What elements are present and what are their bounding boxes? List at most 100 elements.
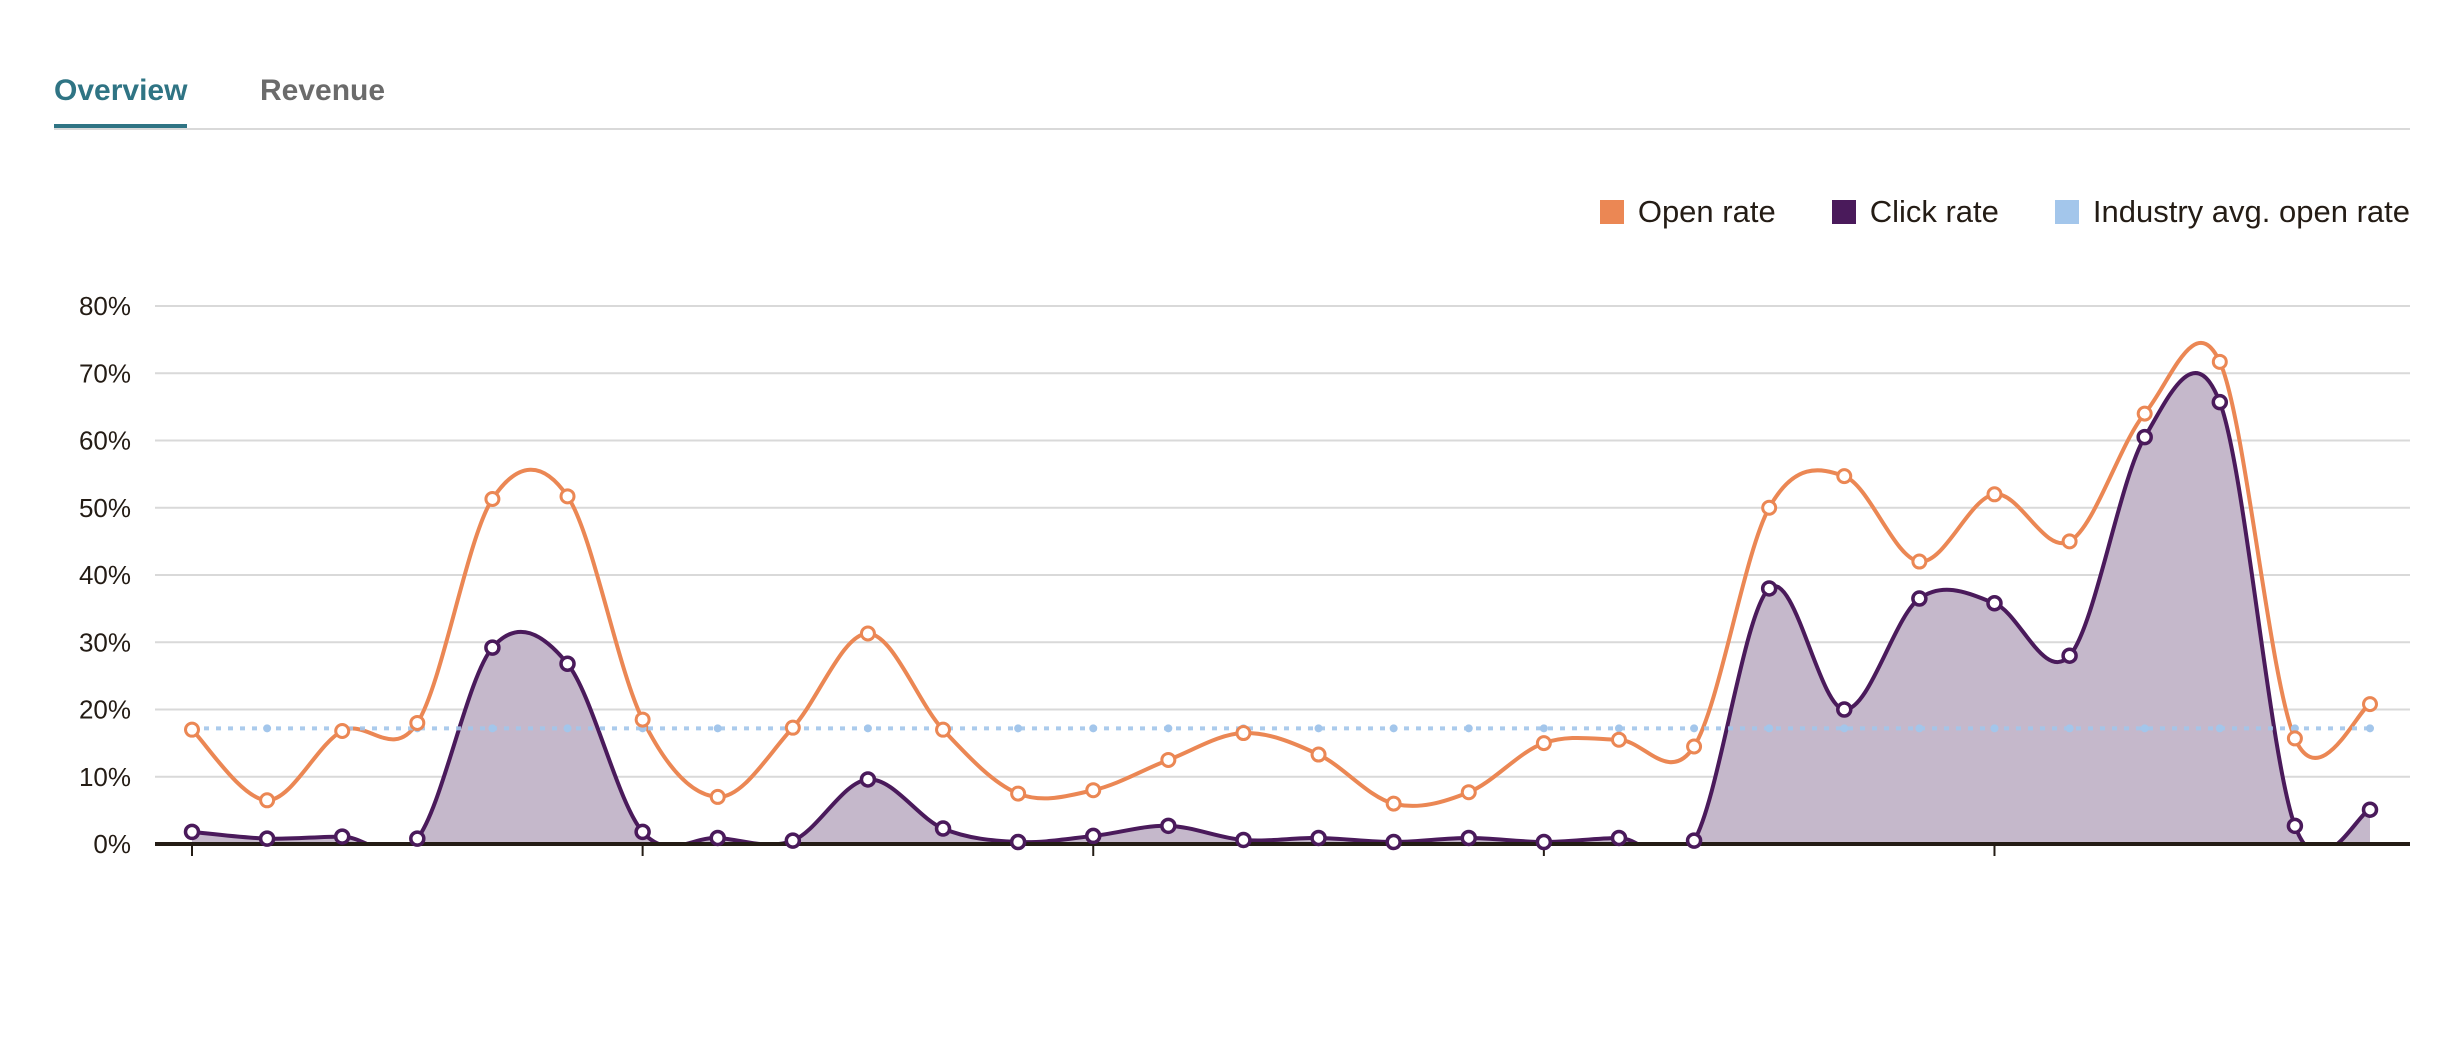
open-rate-point (1085, 782, 1102, 799)
industry-avg-point (263, 724, 272, 733)
click-rate-point (859, 771, 877, 788)
click-rate-point (333, 828, 351, 845)
tab-overview[interactable]: Overview (54, 74, 188, 128)
open-rate-point (259, 792, 276, 809)
open-rate-point (2211, 353, 2228, 370)
click-rate-point (1385, 833, 1402, 851)
industry-avg-point (2215, 724, 2224, 733)
industry-avg-point (563, 724, 572, 733)
click-rate-point (709, 829, 726, 847)
legend-click-rate[interactable]: Click rate (1831, 194, 1999, 230)
y-tick-label: 50% (79, 493, 131, 523)
tab-revenue[interactable]: Revenue (260, 74, 386, 107)
industry-avg-point (1464, 724, 1473, 733)
open-rate-point (1235, 725, 1252, 742)
industry-avg-point (1164, 724, 1173, 733)
click-rate-point (409, 830, 426, 847)
open-rate-swatch (1599, 200, 1624, 224)
chart-legend: Open rate Click rate Industry avg. open … (1599, 194, 2410, 230)
open-rate-point (1911, 553, 1928, 570)
industry-avg-point (2366, 724, 2374, 733)
industry-avg-point (1915, 724, 1924, 733)
industry-avg-point (2065, 724, 2074, 733)
industry-avg-point (488, 724, 497, 733)
plot-group (190, 341, 2372, 844)
open-rate-point (2362, 696, 2378, 713)
click-rate-point (1235, 831, 1252, 849)
legend-label: Open rate (1637, 194, 1776, 229)
click-rate-point (2136, 428, 2153, 446)
y-tick-label: 60% (79, 426, 131, 456)
click-rate-point (2061, 647, 2078, 664)
industry-avg-point (2290, 724, 2299, 733)
open-rate-point (484, 491, 501, 508)
click-rate-point (1610, 829, 1628, 847)
industry-avg-point (863, 724, 872, 733)
y-tick-label: 70% (79, 358, 131, 388)
click-rate-point (784, 832, 802, 849)
y-tick-label: 20% (79, 695, 131, 725)
open-rate-point (1460, 784, 1477, 801)
click-rate-point (1760, 580, 1778, 597)
click-rate-point (2211, 393, 2229, 411)
click-rate-point (934, 820, 952, 837)
click-rate-area (192, 373, 2370, 844)
click-rate-point (183, 823, 201, 841)
click-rate-point (2361, 801, 2379, 818)
industry-avg-point (1389, 724, 1398, 733)
industry-avg-point (1765, 724, 1774, 733)
click-rate-point (1460, 829, 1478, 847)
industry-avg-point (713, 724, 722, 733)
open-rate-point (409, 714, 426, 731)
legend-label: Click rate (1869, 194, 1999, 229)
industry-avg-point (2140, 724, 2149, 733)
open-rate-point (634, 711, 651, 728)
tab-bar: Overview Revenue (54, 70, 2410, 130)
click-rate-point (1160, 817, 1177, 835)
open-rate-point (1160, 751, 1177, 768)
click-rate-point (1535, 833, 1553, 851)
click-rate-swatch (1831, 200, 1856, 224)
open-rate-point (1385, 795, 1402, 812)
open-rate-point (1535, 735, 1552, 752)
industry-avg-point (1990, 724, 1999, 733)
legend-industry-avg[interactable]: Industry avg. open rate (2054, 194, 2410, 230)
open-rate-point (1610, 731, 1627, 748)
open-rate-point (1836, 468, 1853, 485)
industry-avg-point (1614, 724, 1623, 733)
industry-avg-point (1314, 724, 1323, 733)
open-rate-point (1686, 738, 1703, 755)
click-rate-point (1084, 827, 1102, 845)
click-rate-point (634, 823, 651, 841)
open-rate-point (334, 723, 351, 740)
industry-avg-point (1539, 724, 1548, 733)
y-tick-label: 80% (79, 291, 131, 321)
industry-avg-point (1014, 724, 1023, 733)
industry-avg-point (1089, 724, 1098, 733)
click-rate-point (1310, 829, 1327, 847)
click-rate-point (1836, 701, 1853, 718)
y-tick-label: 10% (79, 762, 131, 792)
legend-open-rate[interactable]: Open rate (1599, 194, 1776, 230)
open-rate-point (1761, 499, 1778, 516)
open-rate-point (559, 488, 576, 505)
open-rate-point (1310, 746, 1327, 763)
legend-label: Industry avg. open rate (2092, 194, 2410, 229)
open-rate-point (2286, 730, 2303, 747)
open-rate-point (2061, 533, 2078, 550)
industry-avg-swatch (2054, 200, 2079, 224)
click-rate-point (2286, 817, 2304, 835)
open-rate-point (1986, 486, 2003, 503)
click-rate-point (1911, 590, 1928, 607)
industry-avg-point (1690, 724, 1699, 733)
y-tick-label: 0% (93, 829, 131, 859)
open-rate-point (859, 625, 876, 642)
y-tick-label: 30% (79, 627, 131, 657)
click-rate-point (258, 830, 276, 847)
industry-avg-point (1840, 724, 1849, 733)
click-rate-point (484, 639, 501, 656)
open-rate-point (935, 721, 952, 738)
y-tick-label: 40% (79, 560, 131, 590)
open-rate-point (709, 788, 726, 805)
